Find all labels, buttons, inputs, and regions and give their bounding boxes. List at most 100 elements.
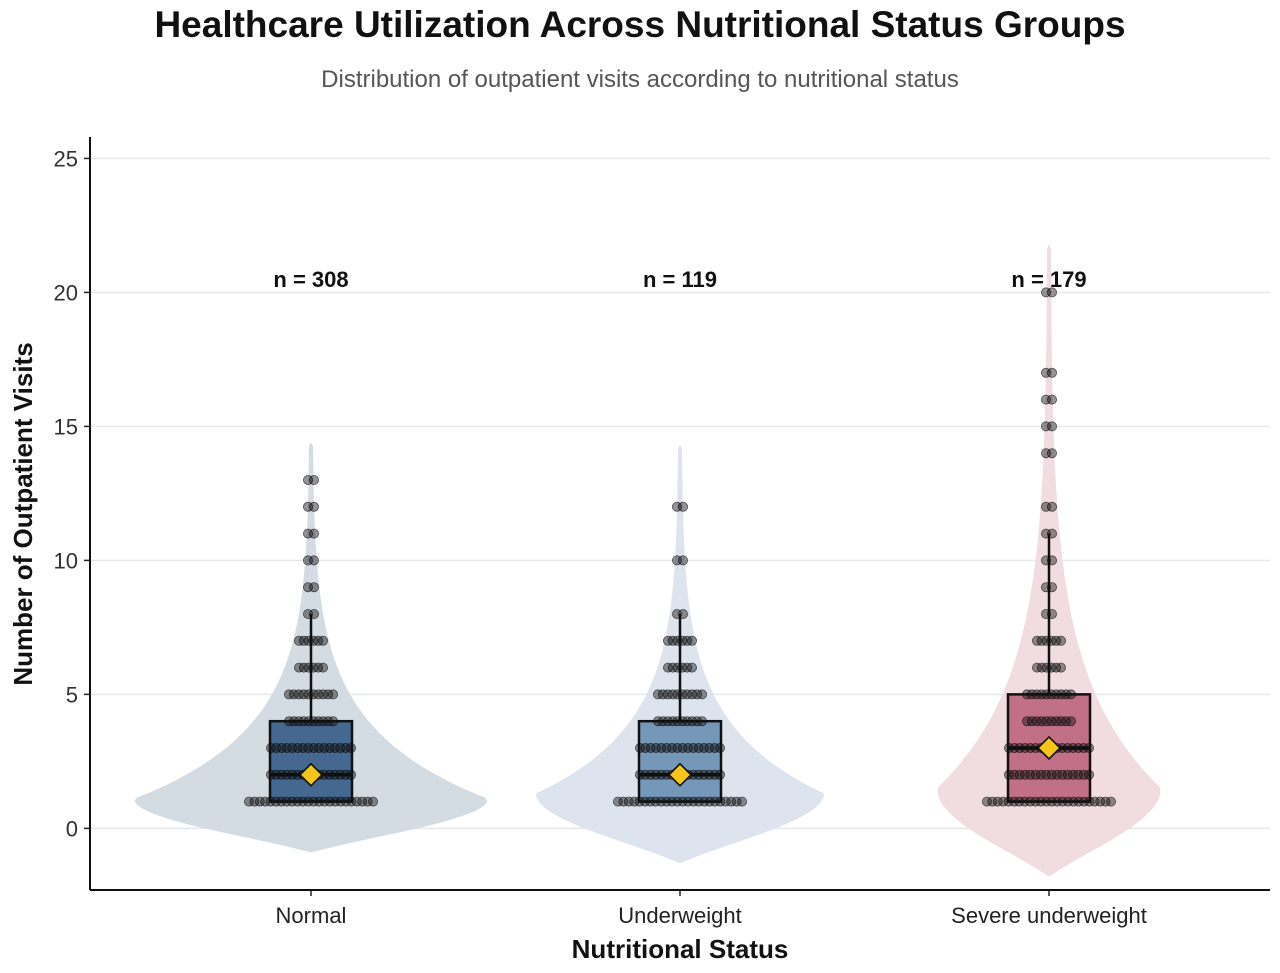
data-point xyxy=(1078,769,1089,780)
data-point xyxy=(656,796,667,807)
data-point xyxy=(1095,796,1106,807)
data-point xyxy=(678,501,689,512)
labels: Number of Outpatient Visits Nutritional … xyxy=(8,267,1087,964)
data-point xyxy=(1025,769,1036,780)
data-point xyxy=(281,743,292,754)
data-point xyxy=(998,796,1009,807)
y-tick-label: 20 xyxy=(54,280,78,305)
data-point xyxy=(287,796,298,807)
x-tick-label: Severe underweight xyxy=(951,903,1147,928)
data-point xyxy=(1030,796,1041,807)
data-point xyxy=(281,796,292,807)
data-point xyxy=(640,769,651,780)
data-point xyxy=(623,796,634,807)
data-point xyxy=(697,689,708,700)
mean-markers xyxy=(298,735,1062,787)
data-point xyxy=(715,743,726,754)
data-point xyxy=(329,769,340,780)
data-point xyxy=(1047,501,1058,512)
data-point xyxy=(345,743,356,754)
data-point xyxy=(709,743,720,754)
data-point xyxy=(656,743,667,754)
data-point xyxy=(1025,743,1036,754)
data-point xyxy=(1052,796,1063,807)
data-point xyxy=(281,769,292,780)
data-point xyxy=(650,796,661,807)
data-point xyxy=(1041,796,1052,807)
data-point xyxy=(1106,796,1117,807)
data-point xyxy=(1062,743,1073,754)
data-point xyxy=(693,796,704,807)
data-point xyxy=(335,743,346,754)
data-point xyxy=(1073,769,1084,780)
data-point xyxy=(1047,582,1058,593)
data-point xyxy=(699,796,710,807)
data-point xyxy=(1014,796,1025,807)
data-point xyxy=(308,796,319,807)
data-point xyxy=(683,796,694,807)
data-point xyxy=(327,689,338,700)
data-point xyxy=(645,796,656,807)
data-point xyxy=(1004,743,1015,754)
data-point xyxy=(987,796,998,807)
data-point xyxy=(340,769,351,780)
data-point xyxy=(1079,796,1090,807)
data-point xyxy=(292,796,303,807)
data-point xyxy=(271,743,282,754)
data-point xyxy=(287,743,298,754)
data-point xyxy=(688,743,699,754)
data-point xyxy=(1047,394,1058,405)
data-point xyxy=(357,796,368,807)
data-point xyxy=(1062,769,1073,780)
data-point xyxy=(287,769,298,780)
data-point xyxy=(715,796,726,807)
chart-title: Healthcare Utilization Across Nutritiona… xyxy=(154,4,1126,45)
data-point xyxy=(687,662,698,673)
chart-subtitle: Distribution of outpatient visits accord… xyxy=(321,66,959,93)
data-point xyxy=(618,796,629,807)
data-point xyxy=(693,769,704,780)
data-point xyxy=(297,796,308,807)
data-point xyxy=(672,743,683,754)
data-point xyxy=(1056,662,1067,673)
data-point xyxy=(678,555,689,566)
data-point xyxy=(317,662,328,673)
data-point xyxy=(1084,743,1095,754)
data-point xyxy=(1030,769,1041,780)
data-point xyxy=(651,743,662,754)
data-point xyxy=(737,796,748,807)
data-point xyxy=(313,743,324,754)
data-point xyxy=(715,769,726,780)
data-point xyxy=(709,769,720,780)
data-point xyxy=(1068,743,1079,754)
mean-marker xyxy=(1036,735,1062,761)
mean-marker xyxy=(298,762,324,787)
data-point xyxy=(677,743,688,754)
data-point xyxy=(656,769,667,780)
data-point xyxy=(1025,796,1036,807)
data-point xyxy=(1036,769,1047,780)
data-point xyxy=(688,796,699,807)
data-point xyxy=(319,796,330,807)
data-point xyxy=(645,769,656,780)
data-point xyxy=(661,743,672,754)
data-point xyxy=(327,716,338,727)
y-tick-label: 10 xyxy=(54,548,78,573)
data-point xyxy=(243,796,254,807)
data-point xyxy=(265,743,276,754)
y-tick-label: 15 xyxy=(54,414,78,439)
data-point xyxy=(340,796,351,807)
data-point xyxy=(645,743,656,754)
data-point xyxy=(1084,796,1095,807)
data-point xyxy=(693,743,704,754)
sample-size-label: n = 179 xyxy=(1011,267,1086,292)
data-point xyxy=(704,769,715,780)
data-point xyxy=(1019,796,1030,807)
data-point xyxy=(271,769,282,780)
data-point xyxy=(297,743,308,754)
data-point xyxy=(1009,769,1020,780)
data-point xyxy=(1089,796,1100,807)
data-point xyxy=(640,743,651,754)
data-point xyxy=(317,635,328,646)
data-point xyxy=(351,796,362,807)
